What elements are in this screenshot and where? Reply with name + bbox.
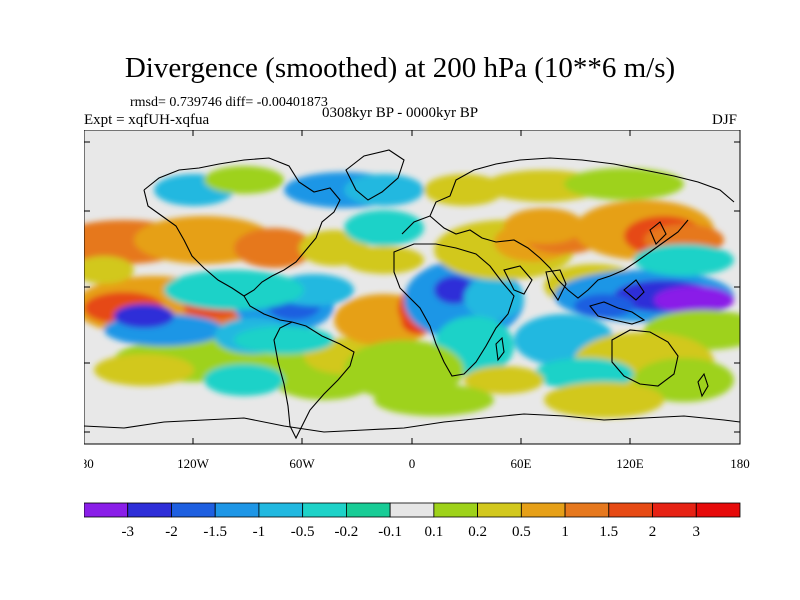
field-patch: [94, 354, 194, 386]
field-patch: [234, 326, 334, 354]
lon-label: 0: [409, 456, 416, 471]
lon-label: 60E: [511, 456, 532, 471]
field-patch: [344, 246, 424, 274]
colorbar-swatch: [258, 502, 304, 518]
field-patch: [574, 294, 634, 318]
colorbar-label: 0.5: [512, 524, 531, 540]
colorbar-label: -1: [253, 524, 266, 540]
colorbar-label: 0.2: [468, 524, 487, 540]
field-patch: [84, 256, 134, 284]
field-patch: [204, 166, 284, 194]
field-patch: [504, 208, 584, 244]
field-patch: [464, 366, 544, 394]
field-patch: [634, 358, 734, 402]
experiment-label: Expt = xqfUH-xqfua: [84, 112, 210, 128]
colorbar-swatch: [564, 502, 610, 518]
field-patch: [654, 286, 734, 314]
colorbar-swatch: [127, 502, 172, 518]
colorbar-swatch: [302, 502, 347, 518]
colorbar-label: 2: [649, 524, 657, 540]
field-patch: [114, 304, 174, 328]
lon-label: 180: [730, 456, 750, 471]
field-patch: [534, 358, 634, 390]
colorbar: -3 -2 -1.5 -1 -0.5 -0.2 -0.1 0.1 0.2 0.5 1 1.5 2 3: [84, 502, 741, 540]
field-patch: [634, 244, 734, 276]
lon-label: 120W: [177, 456, 210, 471]
field-patch: [464, 276, 524, 320]
plot-title: Divergence (smoothed) at 200 hPa (10**6 …: [124, 52, 676, 84]
field-patch: [434, 276, 474, 304]
colorbar-swatch: [84, 502, 129, 518]
colorbar-label: 0.1: [424, 524, 443, 540]
field-patch: [564, 168, 684, 200]
coastlines: [84, 149, 740, 440]
colorbar-swatch: [695, 502, 741, 518]
colorbar-label: -2: [165, 524, 178, 540]
field-patch: [374, 384, 494, 416]
divergence-map: 80N40N040S80S 180120W60W060E120E180 -3-2…: [84, 130, 750, 540]
colorbar-label: -0.2: [335, 524, 359, 540]
colorbar-swatch: [433, 502, 479, 518]
lon-label: 120E: [616, 456, 644, 471]
field-patch: [544, 382, 664, 418]
field-patch: [204, 364, 284, 396]
colorbar-swatch: [520, 502, 566, 518]
lon-label: 60W: [289, 456, 315, 471]
colorbar-swatch: [214, 502, 260, 518]
period-label: 0308kyr BP - 0000kyr BP: [322, 105, 479, 121]
colorbar-label: -0.5: [291, 524, 315, 540]
stats-label: rmsd= 0.739746 diff= -0.00401873: [130, 95, 328, 110]
lon-label: 180: [84, 456, 94, 471]
colorbar-swatch: [608, 502, 653, 518]
field-patch: [234, 228, 314, 268]
colorbar-swatch: [171, 502, 216, 518]
colorbar-swatch: [345, 502, 391, 518]
colorbar-label: 1: [561, 524, 569, 540]
divergence-field: [84, 166, 740, 418]
colorbar-swatch: [389, 502, 435, 518]
colorbar-label: 3: [693, 524, 701, 540]
colorbar-swatch: [477, 502, 522, 518]
colorbar-label: -0.1: [378, 524, 402, 540]
colorbar-label: 1.5: [599, 524, 618, 540]
colorbar-label: -3: [121, 524, 134, 540]
season-label: DJF: [712, 112, 738, 128]
field-patch: [164, 270, 304, 310]
colorbar-label: -1.5: [203, 524, 227, 540]
colorbar-swatch: [652, 502, 697, 518]
field-patch: [344, 210, 424, 246]
